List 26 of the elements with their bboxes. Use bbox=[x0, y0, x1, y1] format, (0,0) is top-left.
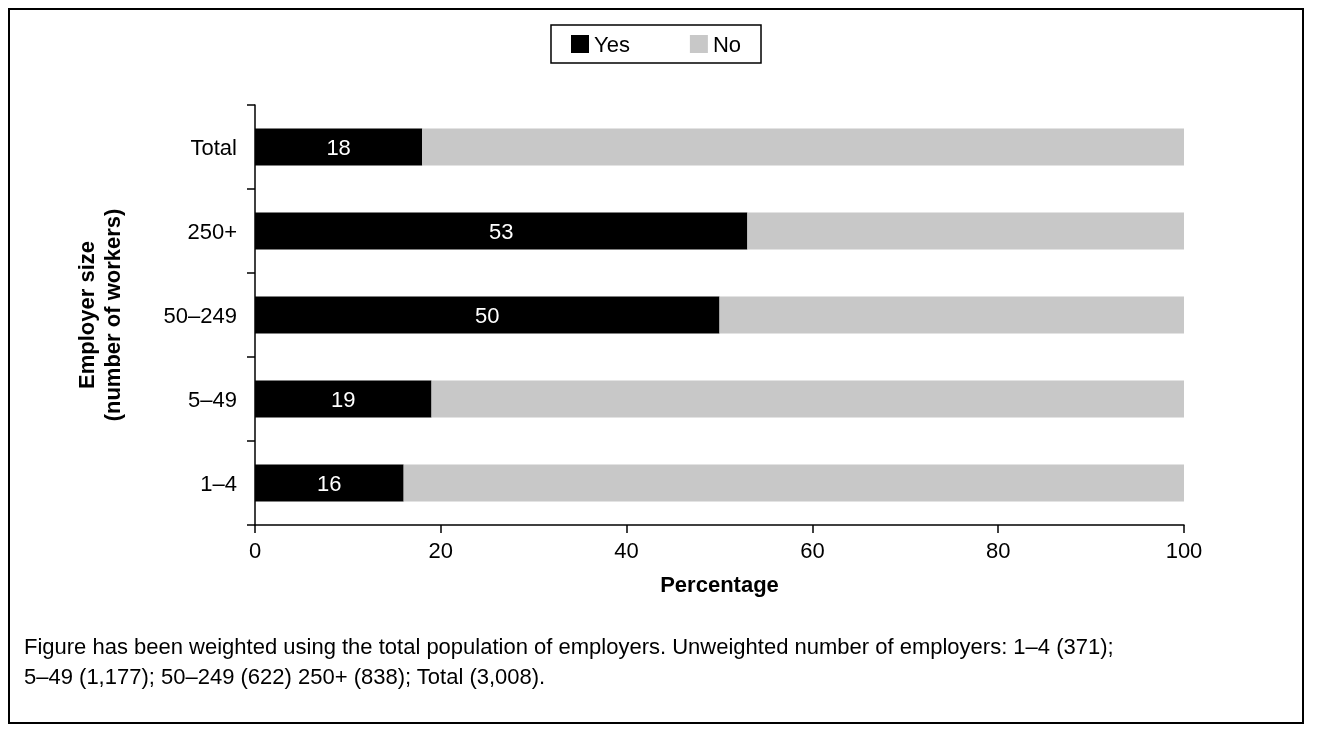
x-tick-label: 20 bbox=[428, 537, 454, 563]
legend-label: No bbox=[712, 31, 742, 57]
x-tick-label: 40 bbox=[614, 537, 639, 563]
bar bbox=[719, 296, 1184, 334]
x-tick-label: 60 bbox=[800, 537, 825, 563]
x-axis-title: Percentage bbox=[660, 571, 779, 597]
bar bbox=[422, 128, 1184, 166]
bar bbox=[403, 464, 1184, 502]
y-axis-title: Employer size (number of workers) bbox=[73, 208, 125, 422]
y-tick-label: Total bbox=[190, 134, 237, 160]
data-label: 16 bbox=[317, 470, 342, 496]
legend-label: Yes bbox=[593, 31, 630, 57]
data-label: 19 bbox=[331, 386, 356, 412]
x-tick-label: 100 bbox=[1165, 537, 1203, 563]
y-tick-label: 250+ bbox=[187, 218, 237, 244]
bar bbox=[431, 380, 1184, 418]
y-tick-label: 5–49 bbox=[188, 386, 237, 412]
y-tick-label: 1–4 bbox=[200, 470, 237, 496]
data-label: 50 bbox=[475, 302, 500, 328]
data-label: 18 bbox=[326, 134, 351, 160]
x-tick-label: 80 bbox=[985, 537, 1011, 563]
y-tick-label: 50–249 bbox=[163, 302, 237, 328]
data-label: 53 bbox=[488, 218, 514, 244]
x-tick-label: 0 bbox=[248, 537, 262, 563]
text: Figure has been weighted using the total population of employers. Unweighted number of employers: 1–4 (371); 5–49 (1,177); 50–249 (622) 250+ (838); Total (3,008). bbox=[24, 633, 1115, 691]
bar bbox=[747, 212, 1184, 250]
